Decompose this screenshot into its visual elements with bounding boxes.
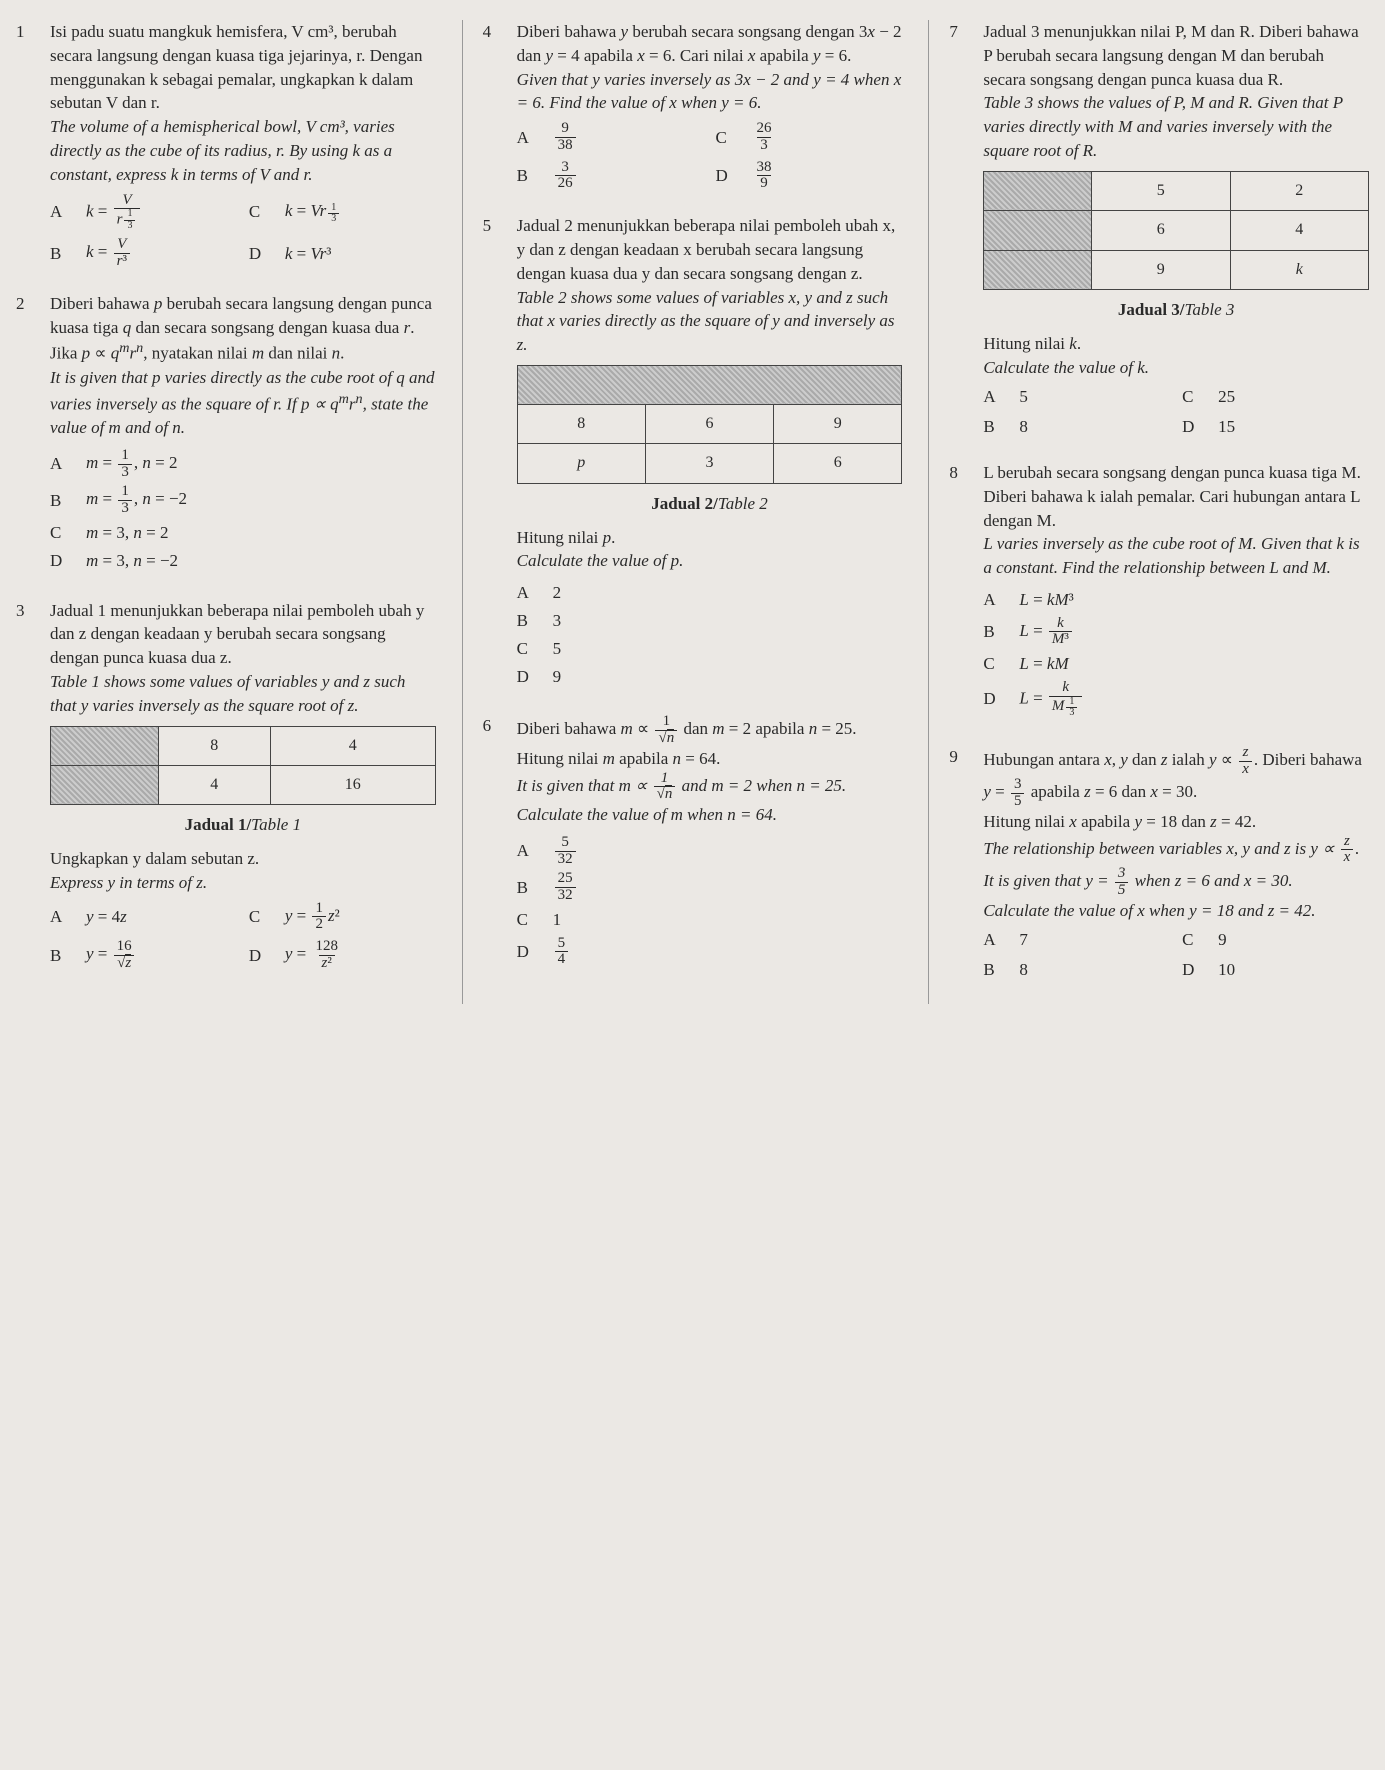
- q5-options: A2 B3 C5 D9: [517, 581, 903, 688]
- question-2: 2 Diberi bahawa p berubah secara langsun…: [16, 292, 436, 577]
- q8-opt-c: CL = kM: [983, 652, 1369, 676]
- q6-opt-c: C1: [517, 908, 903, 932]
- q5-text-en: Table 2 shows some values of variables x…: [517, 286, 903, 357]
- q4-opt-b: B326: [517, 160, 704, 193]
- q7-opt-d: D15: [1182, 415, 1369, 439]
- q5-opt-d: D9: [517, 665, 903, 689]
- q7-text-en: Table 3 shows the values of P, M and R. …: [983, 91, 1369, 162]
- q3-opt-c: Cy = 12z²: [249, 901, 436, 934]
- q8-text-ms: L berubah secara songsang dengan punca k…: [983, 461, 1369, 532]
- q2-opt-c: Cm = 3, n = 2: [50, 521, 436, 545]
- col-2: 4 Diberi bahawa y berubah secara songsan…: [462, 20, 903, 1004]
- q2-opt-a: Am = 13, n = 2: [50, 448, 436, 481]
- q1-opt-a: A k = Vr13: [50, 193, 237, 232]
- q4-opt-a: A938: [517, 121, 704, 154]
- q5-opt-b: B3: [517, 609, 903, 633]
- q3-opt-b: By = 16√z: [50, 939, 237, 972]
- q2-number: 2: [16, 292, 36, 577]
- q1-options: A k = Vr13 C k = Vr13 B k = Vr³ D k = Vr…: [50, 193, 436, 270]
- q4-text-en: Given that y varies inversely as 3x − 2 …: [517, 68, 903, 116]
- q5-caption: Jadual 2/Table 2: [517, 492, 903, 516]
- q7-options: A5 C25 B8 D15: [983, 385, 1369, 439]
- col-3: 7 Jadual 3 menunjukkan nilai P, M dan R.…: [928, 20, 1369, 1004]
- q1-text-en: The volume of a hemispherical bowl, V cm…: [50, 115, 436, 186]
- q9-text-en1: The relationship between variables x, y …: [983, 834, 1369, 899]
- q3-opt-d: Dy = 128z²: [249, 939, 436, 972]
- q5-number: 5: [483, 214, 503, 692]
- q6-text-ms: Diberi bahawa m ∝ 1√n dan m = 2 apabila …: [517, 714, 903, 770]
- q7-caption: Jadual 3/Table 3: [983, 298, 1369, 322]
- q6-options: A532 B2532 C1 D54: [517, 835, 903, 968]
- q5-text-ms: Jadual 2 menunjukkan beberapa nilai pemb…: [517, 214, 903, 285]
- q7-table: 52 64 9k: [983, 171, 1369, 290]
- q3-text-en: Table 1 shows some values of variables y…: [50, 670, 436, 718]
- q6-text-en: It is given that m ∝ 1√n and m = 2 when …: [517, 771, 903, 827]
- question-7: 7 Jadual 3 menunjukkan nilai P, M dan R.…: [949, 20, 1369, 439]
- q6-opt-b: B2532: [517, 871, 903, 904]
- q4-number: 4: [483, 20, 503, 192]
- q3-text-ms: Jadual 1 menunjukkan beberapa nilai pemb…: [50, 599, 436, 670]
- q8-number: 8: [949, 461, 969, 723]
- q9-opt-d: D10: [1182, 958, 1369, 982]
- q5-opt-a: A2: [517, 581, 903, 605]
- q1-text-ms: Isi padu suatu mangkuk hemisfera, V cm³,…: [50, 20, 436, 115]
- q4-text-ms: Diberi bahawa y berubah secara songsang …: [517, 20, 903, 68]
- q5-prompt-en: Calculate the value of p.: [517, 549, 903, 573]
- question-6: 6 Diberi bahawa m ∝ 1√n dan m = 2 apabil…: [483, 714, 903, 972]
- q8-options: AL = kM³ BL = kM³ CL = kM DL = kM13: [983, 588, 1369, 719]
- q5-prompt: Hitung nilai p.: [517, 526, 903, 550]
- q1-number: 1: [16, 20, 36, 270]
- q2-options: Am = 13, n = 2 Bm = 13, n = −2 Cm = 3, n…: [50, 448, 436, 573]
- q9-options: A7 C9 B8 D10: [983, 928, 1369, 982]
- q3-prompt: Ungkapkan y dalam sebutan z.: [50, 847, 436, 871]
- q7-prompt-en: Calculate the value of k.: [983, 356, 1369, 380]
- q7-number: 7: [949, 20, 969, 439]
- q7-prompt: Hitung nilai k.: [983, 332, 1369, 356]
- question-1: 1 Isi padu suatu mangkuk hemisfera, V cm…: [16, 20, 436, 270]
- q9-opt-c: C9: [1182, 928, 1369, 952]
- q9-text-en2: Calculate the value of x when y = 18 and…: [983, 899, 1369, 923]
- q3-opt-a: Ay = 4z: [50, 901, 237, 934]
- question-4: 4 Diberi bahawa y berubah secara songsan…: [483, 20, 903, 192]
- q9-number: 9: [949, 745, 969, 982]
- q6-number: 6: [483, 714, 503, 972]
- q7-opt-c: C25: [1182, 385, 1369, 409]
- q3-number: 3: [16, 599, 36, 972]
- q1-opt-c: C k = Vr13: [249, 193, 436, 232]
- q5-table: 869 p36: [517, 365, 903, 484]
- q4-options: A938 C263 B326 D389: [517, 121, 903, 192]
- q9-text-ms2: Hitung nilai x apabila y = 18 dan z = 42…: [983, 810, 1369, 834]
- q2-opt-d: Dm = 3, n = −2: [50, 549, 436, 573]
- q1-opt-b: B k = Vr³: [50, 237, 237, 270]
- q3-table: 84 416: [50, 726, 436, 806]
- question-8: 8 L berubah secara songsang dengan punca…: [949, 461, 1369, 723]
- question-3: 3 Jadual 1 menunjukkan beberapa nilai pe…: [16, 599, 436, 972]
- q7-opt-a: A5: [983, 385, 1170, 409]
- col-1: 1 Isi padu suatu mangkuk hemisfera, V cm…: [16, 20, 436, 1004]
- q5-opt-c: C5: [517, 637, 903, 661]
- q7-opt-b: B8: [983, 415, 1170, 439]
- q4-opt-c: C263: [716, 121, 903, 154]
- q4-opt-d: D389: [716, 160, 903, 193]
- q3-options: Ay = 4z Cy = 12z² By = 16√z Dy = 128z²: [50, 901, 436, 972]
- q6-opt-a: A532: [517, 835, 903, 868]
- q3-prompt-en: Express y in terms of z.: [50, 871, 436, 895]
- page-columns: 1 Isi padu suatu mangkuk hemisfera, V cm…: [16, 20, 1369, 1004]
- q2-text-en: It is given that p varies directly as th…: [50, 366, 436, 440]
- q7-text-ms: Jadual 3 menunjukkan nilai P, M dan R. D…: [983, 20, 1369, 91]
- question-9: 9 Hubungan antara x, y dan z ialah y ∝ z…: [949, 745, 1369, 982]
- q8-opt-d: DL = kM13: [983, 680, 1369, 719]
- q1-opt-d: D k = Vr³: [249, 237, 436, 270]
- q2-opt-b: Bm = 13, n = −2: [50, 484, 436, 517]
- question-5: 5 Jadual 2 menunjukkan beberapa nilai pe…: [483, 214, 903, 692]
- q6-opt-d: D54: [517, 936, 903, 969]
- q9-text-ms1: Hubungan antara x, y dan z ialah y ∝ zx.…: [983, 745, 1369, 810]
- q8-opt-a: AL = kM³: [983, 588, 1369, 612]
- q8-text-en: L varies inversely as the cube root of M…: [983, 532, 1369, 580]
- q8-opt-b: BL = kM³: [983, 616, 1369, 649]
- q3-caption: Jadual 1/Table 1: [50, 813, 436, 837]
- q2-text-ms: Diberi bahawa p berubah secara langsung …: [50, 292, 436, 366]
- q9-opt-a: A7: [983, 928, 1170, 952]
- q9-opt-b: B8: [983, 958, 1170, 982]
